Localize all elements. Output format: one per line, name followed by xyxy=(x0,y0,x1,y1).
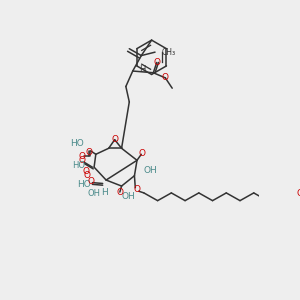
Text: O: O xyxy=(79,156,86,165)
Text: HO: HO xyxy=(70,140,84,148)
Text: HO: HO xyxy=(72,161,85,170)
Text: O: O xyxy=(82,167,89,176)
Text: CH₃: CH₃ xyxy=(162,48,176,57)
Text: O: O xyxy=(162,74,169,82)
Text: O: O xyxy=(134,185,140,194)
Text: OH: OH xyxy=(143,166,157,175)
Text: O: O xyxy=(139,149,146,158)
Text: OH: OH xyxy=(122,192,135,201)
Text: H: H xyxy=(140,65,146,74)
Text: H: H xyxy=(101,188,108,196)
Text: O: O xyxy=(79,152,86,160)
Text: O: O xyxy=(87,177,94,186)
Text: O: O xyxy=(85,148,92,157)
Text: HO: HO xyxy=(77,180,91,189)
Text: O: O xyxy=(153,58,160,67)
Text: O: O xyxy=(84,171,91,180)
Text: O: O xyxy=(297,189,300,198)
Text: O: O xyxy=(111,135,118,144)
Text: O: O xyxy=(116,188,123,197)
Text: OH: OH xyxy=(88,189,100,198)
